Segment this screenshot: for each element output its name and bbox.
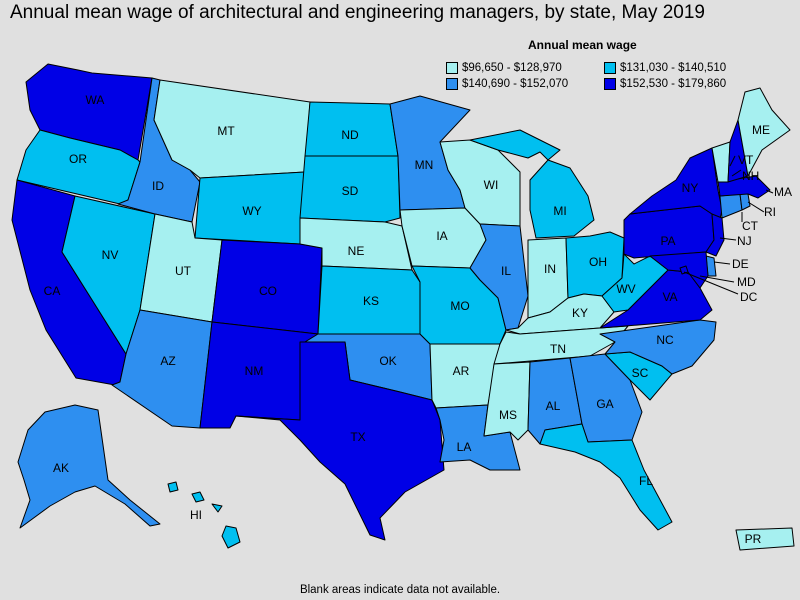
label-nj: NJ <box>737 234 752 248</box>
label-mt: MT <box>217 124 235 138</box>
label-ak: AK <box>53 461 69 475</box>
label-nm: NM <box>245 364 264 378</box>
footnote: Blank areas indicate data not available. <box>299 584 501 596</box>
state-mi[interactable] <box>469 129 595 239</box>
state-me[interactable] <box>737 87 791 177</box>
label-pr: PR <box>745 532 762 546</box>
label-dc: DC <box>740 290 758 304</box>
state-wv[interactable] <box>601 253 669 313</box>
label-nd: ND <box>341 128 359 142</box>
label-wy: WY <box>242 204 261 218</box>
label-ms: MS <box>499 408 517 422</box>
state-ny[interactable] <box>629 147 723 229</box>
legend-item-tier-4: $152,530 - $179,860 <box>604 78 726 90</box>
state-fl[interactable] <box>539 423 673 531</box>
label-nc: NC <box>656 333 674 347</box>
label-vt: VT <box>738 153 754 167</box>
label-wv: WV <box>616 282 635 296</box>
state-dc[interactable] <box>679 265 689 275</box>
legend-swatch-tier-4 <box>604 78 616 90</box>
legend-label-tier-2: $131,030 - $140,510 <box>620 62 727 74</box>
legend-item-tier-3: $140,690 - $152,070 <box>446 78 568 90</box>
legend-item-tier-1: $96,650 - $128,970 <box>446 62 562 74</box>
state-sd[interactable] <box>299 155 401 223</box>
state-pa[interactable] <box>623 205 715 259</box>
label-tx: TX <box>350 430 365 444</box>
label-pa: PA <box>660 234 675 248</box>
label-la: LA <box>457 440 472 454</box>
label-ga: GA <box>596 397 613 411</box>
label-wa: WA <box>86 93 105 107</box>
label-ne: NE <box>348 244 365 258</box>
state-ct[interactable] <box>719 193 743 219</box>
state-ak[interactable] <box>17 404 161 529</box>
label-mi: MI <box>553 204 566 218</box>
state-tx[interactable] <box>235 341 445 541</box>
label-ma: MA <box>774 185 792 199</box>
label-az: AZ <box>160 354 175 368</box>
label-md: MD <box>737 275 756 289</box>
label-co: CO <box>259 284 277 298</box>
state-il[interactable] <box>469 223 529 331</box>
state-pr[interactable] <box>735 527 795 551</box>
label-ok: OK <box>379 354 396 368</box>
state-md[interactable] <box>649 251 709 289</box>
label-ct: CT <box>742 219 759 233</box>
legend-label-tier-1: $96,650 - $128,970 <box>462 62 562 74</box>
legend-swatch-tier-3 <box>446 78 458 90</box>
label-fl: FL <box>639 474 653 488</box>
legend-label-tier-3: $140,690 - $152,070 <box>462 78 569 90</box>
label-mn: MN <box>415 158 434 172</box>
legend-swatch-tier-2 <box>604 62 616 74</box>
legend-label-tier-4: $152,530 - $179,860 <box>620 78 727 90</box>
label-oh: OH <box>589 255 607 269</box>
label-ca: CA <box>44 284 61 298</box>
label-mo: MO <box>450 299 469 313</box>
label-or: OR <box>69 152 87 166</box>
legend-swatch-tier-1 <box>446 62 458 74</box>
label-in: IN <box>544 262 556 276</box>
label-id: ID <box>152 179 164 193</box>
label-ri: RI <box>764 205 776 219</box>
label-tn: TN <box>550 342 566 356</box>
label-me: ME <box>752 123 770 137</box>
label-de: DE <box>732 257 749 271</box>
label-sc: SC <box>632 366 649 380</box>
leader-de <box>713 261 731 265</box>
label-sd: SD <box>342 184 359 198</box>
label-ut: UT <box>175 264 192 278</box>
label-al: AL <box>546 399 561 413</box>
leader-vt <box>729 155 736 167</box>
legend-title: Annual mean wage <box>528 38 637 52</box>
legend-item-tier-2: $131,030 - $140,510 <box>604 62 726 74</box>
label-nv: NV <box>102 248 119 262</box>
label-nh: NH <box>742 169 759 183</box>
leader-dc <box>683 271 739 295</box>
label-ny: NY <box>682 181 699 195</box>
label-hi: HI <box>190 508 202 522</box>
leader-nh <box>731 169 742 177</box>
label-il: IL <box>501 264 511 278</box>
map-title: Annual mean wage of architectural and en… <box>10 2 705 23</box>
leader-nj <box>719 237 737 241</box>
state-nc[interactable] <box>599 319 717 375</box>
state-co[interactable] <box>211 239 323 335</box>
label-ia: IA <box>436 229 447 243</box>
leader-ri <box>747 201 765 213</box>
label-wi: WI <box>484 178 499 192</box>
state-hi[interactable] <box>167 481 241 549</box>
leader-md <box>699 275 735 283</box>
leader-ma <box>765 189 774 194</box>
label-ar: AR <box>453 364 470 378</box>
label-va: VA <box>662 290 677 304</box>
label-ks: KS <box>363 294 379 308</box>
label-ky: KY <box>572 306 588 320</box>
